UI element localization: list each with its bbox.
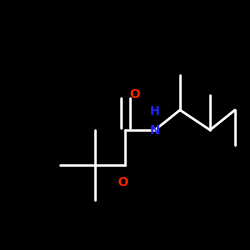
Text: N: N <box>150 124 160 136</box>
Text: O: O <box>130 88 140 102</box>
Text: O: O <box>117 176 128 189</box>
Text: H: H <box>150 105 160 118</box>
